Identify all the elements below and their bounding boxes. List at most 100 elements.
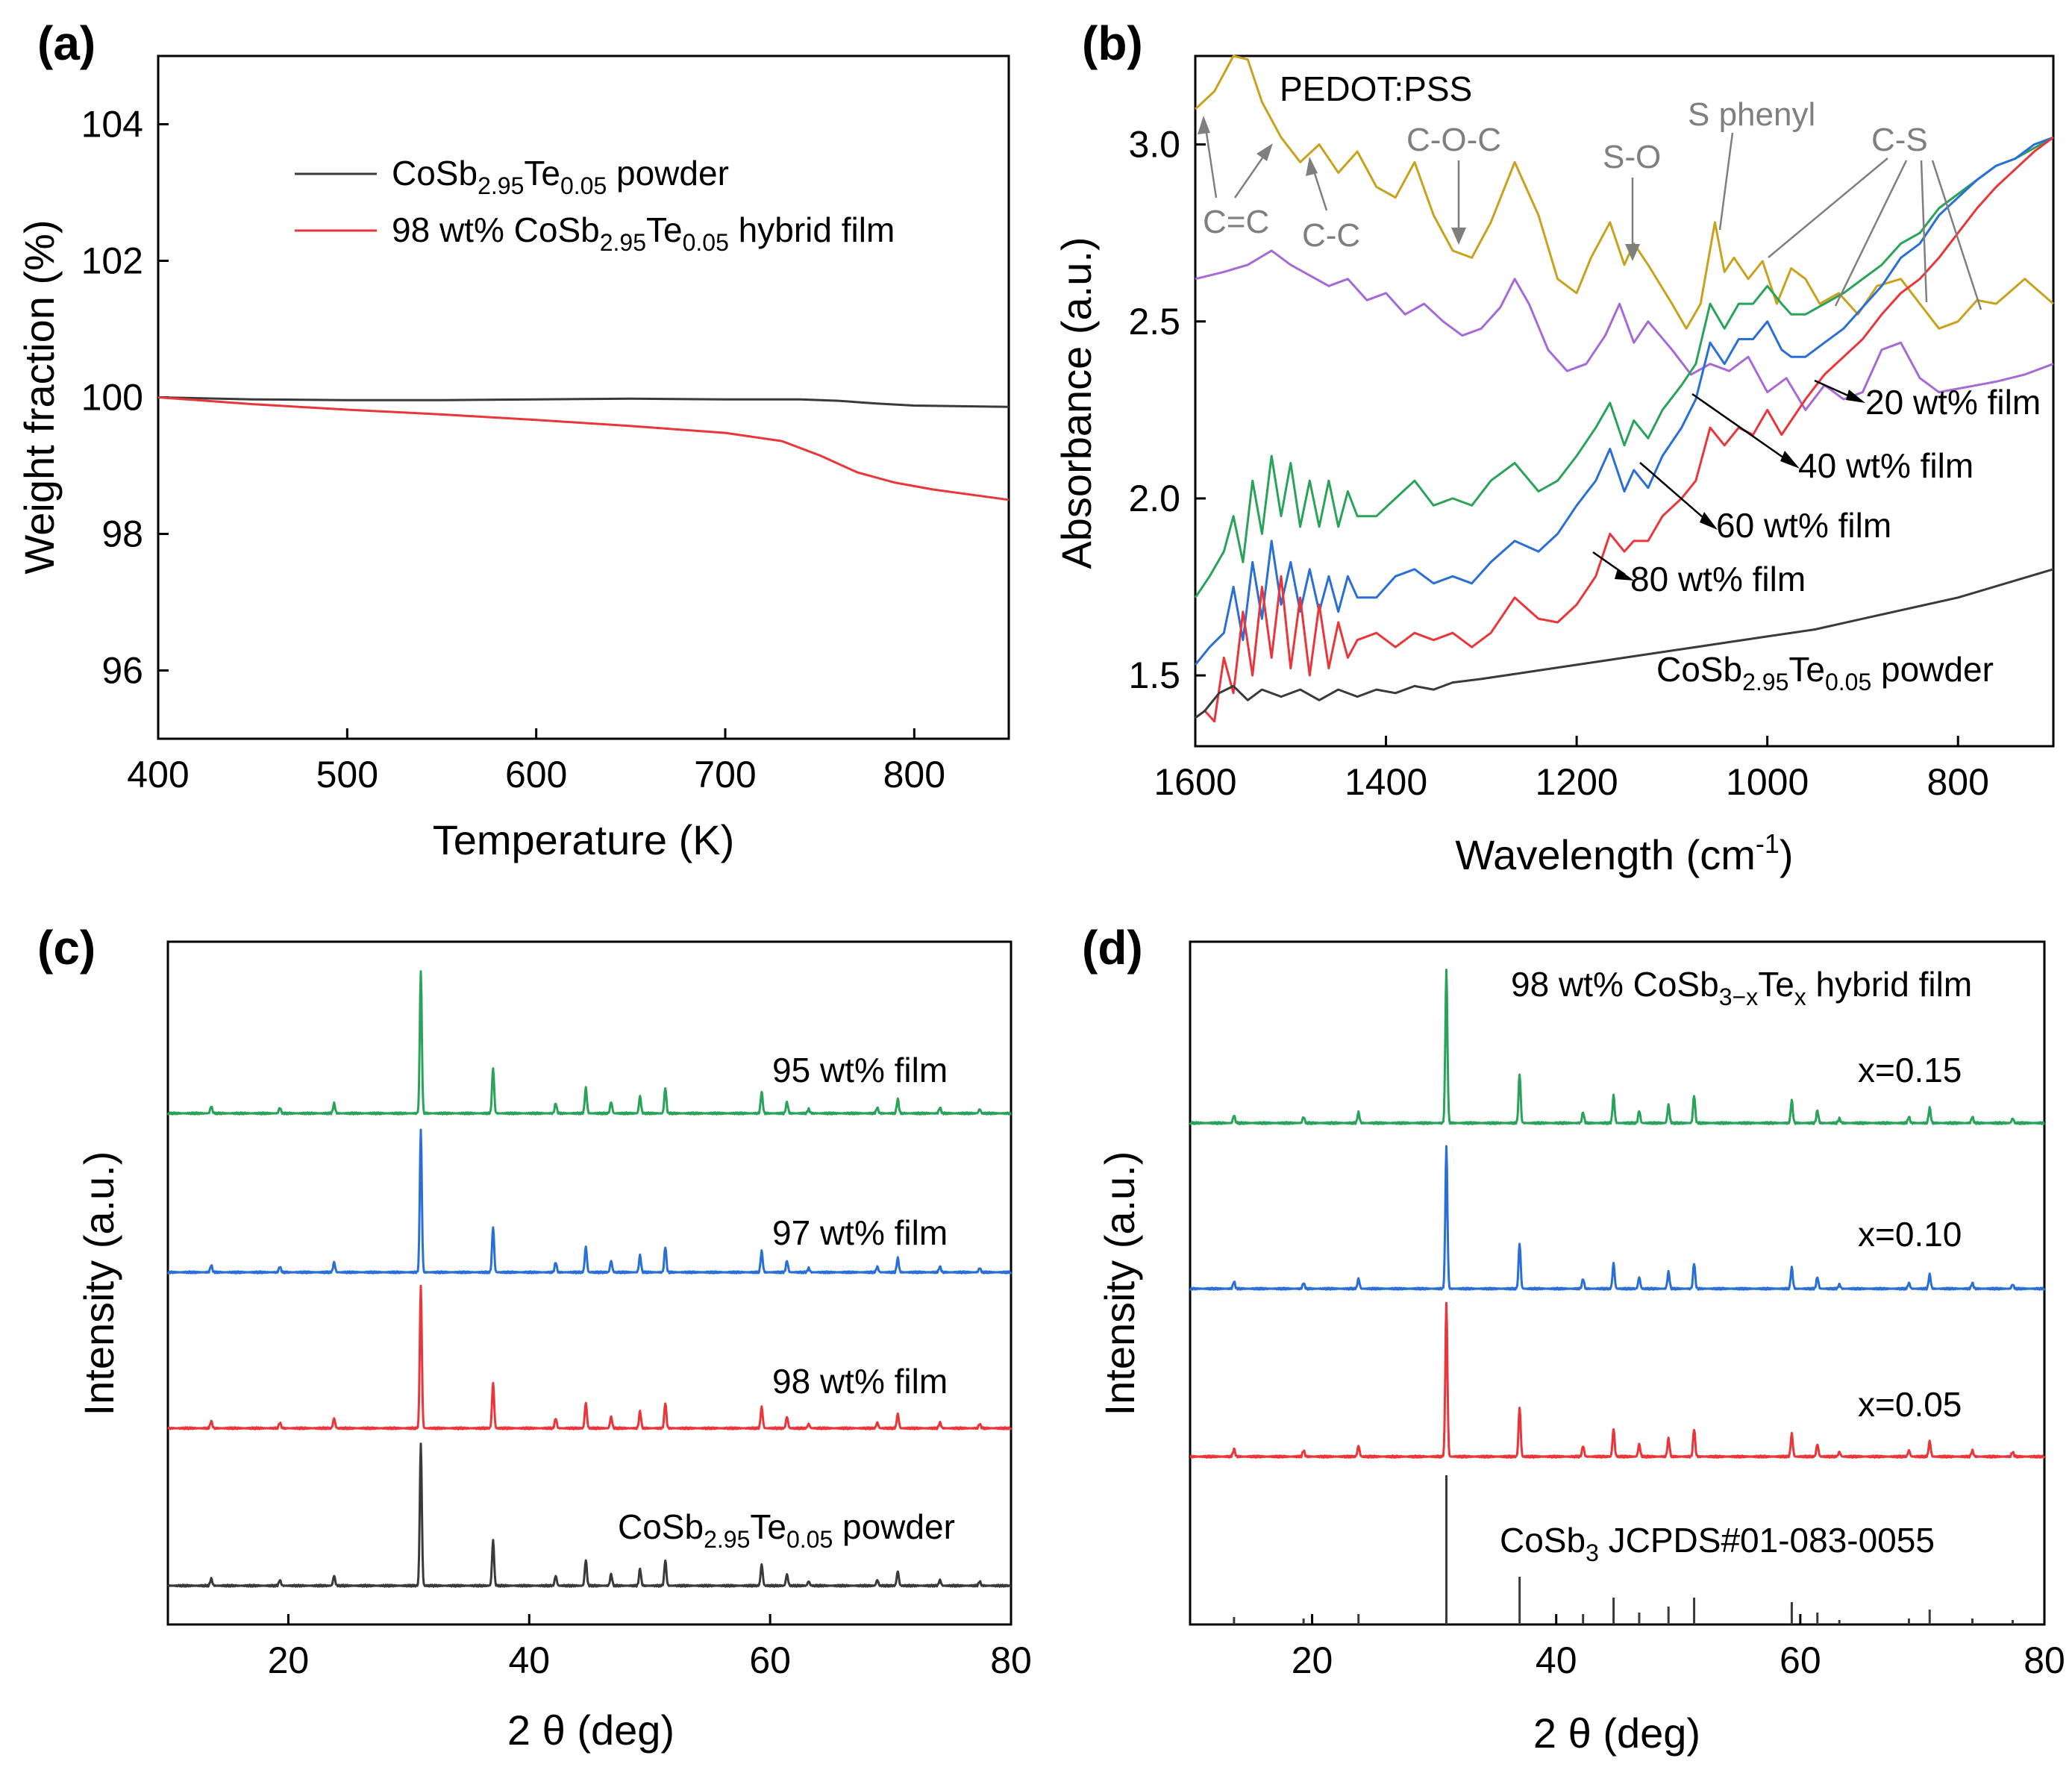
- panel-b-x-ticks: 1600 1400 1200 1000 800: [1154, 736, 1989, 803]
- x-tick-label: 1400: [1345, 761, 1427, 803]
- panel-a-ylabel: Weight fraction (%): [16, 219, 63, 574]
- label-20wt: 20 wt% film: [1865, 383, 2041, 422]
- label-60wt: 60 wt% film: [1716, 506, 1891, 545]
- y-tick-label: 2.5: [1128, 301, 1180, 343]
- panel-b-gray-arrowheads: [1198, 116, 1640, 261]
- panel-a-axes: [157, 54, 1010, 740]
- panel-c-ylabel: Intensity (a.u.): [75, 1151, 122, 1416]
- series-CoSb2.95Te0.05 powder: [1195, 568, 2054, 719]
- panel-d-series: [1189, 969, 2046, 1624]
- x-tick-label: 60: [749, 1639, 791, 1681]
- series-x=0.10: [1189, 1145, 2046, 1291]
- label-reference: CoSb3 JCPDS#01-083-0055: [1500, 1521, 1935, 1566]
- y-tick-label: 98: [101, 513, 143, 555]
- ann-c-s: C-S: [1871, 122, 1928, 158]
- panel-a-x-ticks: 400 500 600 700 800: [127, 728, 945, 795]
- x-tick-label: 500: [316, 754, 378, 795]
- panel-d-label: (d): [1082, 921, 1143, 975]
- x-tick-label: 800: [883, 754, 945, 795]
- panel-b-gray-arrows: [1204, 122, 1982, 310]
- label-97wt: 97 wt% film: [772, 1213, 948, 1252]
- series-80 wt% film: [1195, 136, 2054, 723]
- panel-d-axes: [1189, 940, 2046, 1626]
- series-97 wt% film: [166, 1128, 1012, 1275]
- panel-d: (d) 20 40 60 80 2 θ (deg) Intensity (a.u.) …: [1082, 921, 2065, 1757]
- label-x015: x=0.15: [1858, 1051, 1962, 1089]
- panel-d-x-ticks: 20 40 60 80: [1292, 1614, 2065, 1681]
- series-60 wt% film: [1194, 136, 2054, 666]
- x-tick-label: 1600: [1154, 761, 1236, 803]
- panel-a-legend: CoSb2.95Te0.05 powder 98 wt% CoSb2.95Te0…: [295, 154, 895, 256]
- x-tick-label: 20: [1292, 1639, 1333, 1681]
- panel-b-ylabel: Absorbance (a.u.): [1053, 237, 1100, 569]
- label-x005: x=0.05: [1858, 1385, 1962, 1424]
- panel-b-axes: [1194, 54, 2055, 748]
- y-tick-label: 3.0: [1128, 124, 1180, 166]
- label-powder-c: CoSb2.95Te0.05 powder: [618, 1507, 955, 1553]
- panel-a-series: [157, 396, 1010, 501]
- panel-c-series: [166, 970, 1012, 1588]
- panel-a-y-ticks: 96 98 100 102 104: [81, 104, 169, 692]
- panel-c-xlabel: 2 θ (deg): [507, 1707, 675, 1754]
- series-hybrid: [157, 396, 1010, 501]
- label-x010: x=0.10: [1858, 1215, 1962, 1254]
- panel-d-ylabel: Intensity (a.u.): [1096, 1151, 1143, 1416]
- x-tick-label: 40: [1536, 1639, 1577, 1681]
- y-tick-label: 102: [81, 240, 143, 282]
- ann-c-c: C-C: [1302, 217, 1360, 254]
- x-tick-label: 800: [1927, 761, 1989, 803]
- series-40 wt% film: [1194, 136, 2054, 598]
- y-tick-label: 100: [81, 377, 143, 419]
- label-95wt: 95 wt% film: [772, 1051, 948, 1089]
- series-20 wt% film: [1195, 249, 2054, 411]
- panel-d-xlabel: 2 θ (deg): [1533, 1710, 1700, 1757]
- panel-b-xlabel: Wavelength (cm-1): [1455, 828, 1793, 878]
- legend-text-hybrid: 98 wt% CoSb2.95Te0.05 hybrid film: [392, 210, 895, 256]
- y-tick-label: 2.0: [1128, 478, 1180, 519]
- label-powder-b: CoSb2.95Te0.05 powder: [1656, 650, 1994, 695]
- label-98wt: 98 wt% film: [772, 1362, 948, 1401]
- x-tick-label: 400: [127, 754, 189, 795]
- y-tick-label: 96: [101, 650, 143, 692]
- series-powder: [166, 1442, 1012, 1588]
- series-PEDOT:PSS: [1194, 54, 2054, 330]
- panel-b-y-ticks: 1.5 2.0 2.5 3.0: [1128, 124, 1206, 696]
- x-tick-label: 80: [990, 1639, 1032, 1681]
- x-tick-label: 600: [505, 754, 567, 795]
- label-pedot: PEDOT:PSS: [1280, 69, 1472, 108]
- panel-c-label: (c): [37, 921, 96, 975]
- x-tick-label: 1000: [1726, 761, 1809, 803]
- legend-text-powder: CoSb2.95Te0.05 powder: [392, 154, 729, 199]
- ann-s-phenyl: S phenyl: [1688, 96, 1815, 133]
- x-tick-label: 40: [508, 1639, 550, 1681]
- panel-b: (b) 1600 1400 1200 1000 800 1.5 2.0 2.5 3.0 Wav…: [1053, 16, 2055, 878]
- y-tick-label: 1.5: [1128, 654, 1180, 696]
- panel-a-xlabel: Temperature (K): [433, 816, 735, 863]
- panel-d-title: 98 wt% CoSb3−xTex hybrid film: [1511, 965, 1972, 1010]
- series-CoSb: [157, 396, 1010, 408]
- series-98 wt% film: [167, 1284, 1012, 1430]
- panel-c-axes: [166, 940, 1012, 1626]
- panel-a-label: (a): [37, 16, 96, 70]
- panel-c-x-ticks: 20 40 60 80: [268, 1614, 1032, 1681]
- x-tick-label: 20: [268, 1639, 310, 1681]
- label-80wt: 80 wt% film: [1630, 560, 1806, 598]
- ann-cc-double: C=C: [1203, 204, 1269, 240]
- ann-c-o-c: C-O-C: [1406, 122, 1501, 158]
- label-40wt: 40 wt% film: [1798, 446, 1974, 485]
- panel-b-label: (b): [1082, 16, 1143, 70]
- series-x=0.05: [1189, 1301, 2046, 1459]
- y-tick-label: 104: [81, 104, 143, 146]
- x-tick-label: 1200: [1535, 761, 1618, 803]
- panel-b-black-arrowheads: [1615, 390, 1865, 581]
- x-tick-label: 700: [694, 754, 756, 795]
- panel-c: (c) 20 40 60 80 2 θ (deg) Intensity (a.u.) …: [37, 921, 1032, 1754]
- x-tick-label: 80: [2024, 1639, 2065, 1681]
- panel-a: (a) 400 500 600 700 800 96 98 100 102 104 Temper…: [16, 16, 1010, 863]
- ann-s-o: S-O: [1603, 139, 1661, 175]
- x-tick-label: 60: [1780, 1639, 1821, 1681]
- series-95 wt% film: [166, 970, 1012, 1116]
- panel-b-series: [1194, 54, 2054, 723]
- series-x=0.15: [1189, 969, 2045, 1125]
